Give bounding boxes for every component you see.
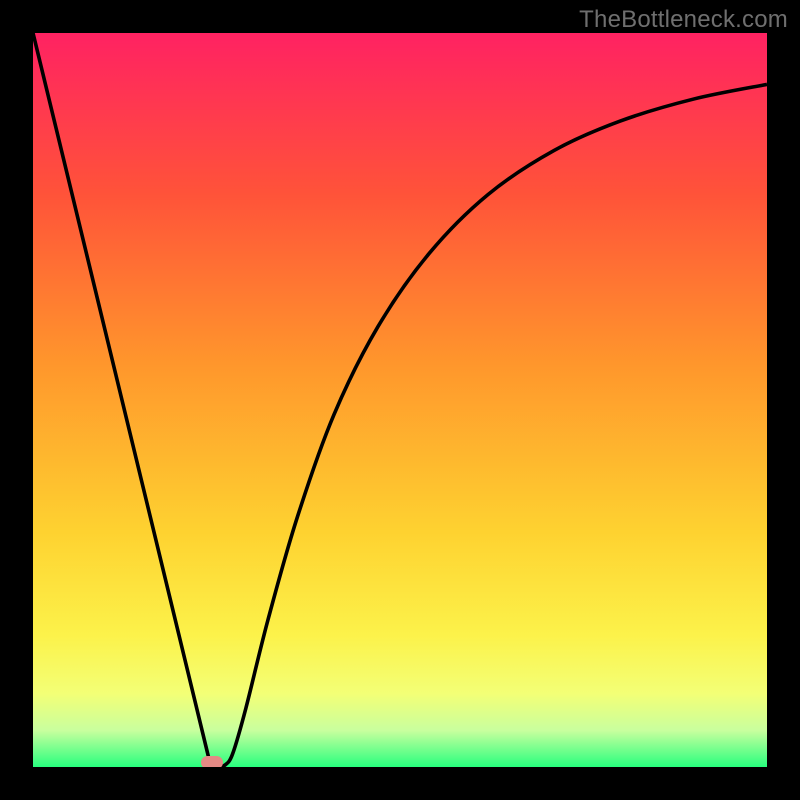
chart-frame: TheBottleneck.com	[0, 0, 800, 800]
curve-svg	[33, 33, 767, 767]
curve-path	[33, 33, 767, 766]
minimum-marker	[201, 756, 223, 767]
plot-area	[33, 33, 767, 767]
watermark-text: TheBottleneck.com	[579, 6, 788, 34]
